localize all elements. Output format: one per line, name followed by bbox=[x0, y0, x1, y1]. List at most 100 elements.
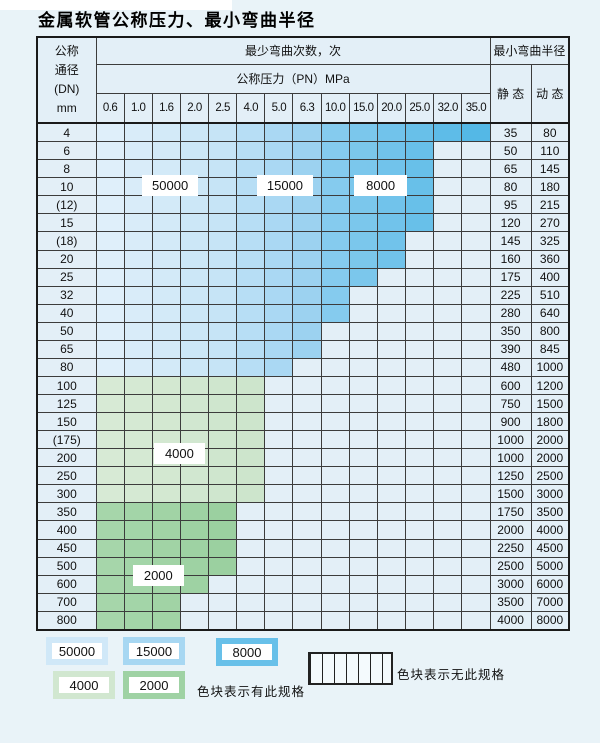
spec-cell bbox=[376, 195, 407, 215]
spec-cell bbox=[208, 484, 238, 504]
spec-cell bbox=[179, 195, 210, 215]
dn-header-line: (DN) bbox=[54, 82, 80, 96]
table-row: 20 160 360 bbox=[36, 249, 570, 269]
cycle-count-label: 15000 bbox=[256, 175, 314, 197]
header-row-1: 公称 通径 (DN) mm 最少弯曲次数，次 最小弯曲半径 bbox=[36, 36, 570, 124]
spec-cell bbox=[123, 502, 153, 522]
dynamic-cell: 5000 bbox=[530, 556, 570, 576]
spec-cell bbox=[292, 610, 322, 631]
spec-cell bbox=[208, 592, 238, 612]
spec-cell bbox=[376, 321, 407, 341]
spec-cell bbox=[208, 303, 238, 323]
spec-cell bbox=[376, 394, 407, 414]
spec-cell bbox=[405, 538, 435, 558]
spec-cell bbox=[320, 249, 350, 269]
spec-cell bbox=[433, 574, 463, 594]
dynamic-header: 动 态 bbox=[530, 63, 570, 124]
spec-cell bbox=[95, 430, 125, 450]
static-cell: 50 bbox=[489, 141, 532, 161]
spec-cell bbox=[123, 520, 153, 540]
spec-cell bbox=[405, 213, 435, 233]
dn-cell: 65 bbox=[36, 339, 97, 359]
dynamic-cell: 2500 bbox=[530, 466, 570, 486]
spec-cell bbox=[320, 321, 350, 341]
dynamic-cell: 215 bbox=[530, 195, 570, 215]
static-cell: 3000 bbox=[489, 574, 532, 594]
spec-cell bbox=[236, 231, 266, 251]
spec-cell bbox=[264, 141, 294, 161]
spec-cell bbox=[348, 249, 378, 269]
dn-cell: 100 bbox=[36, 375, 97, 396]
spec-cell bbox=[433, 159, 463, 179]
spec-cell bbox=[320, 195, 350, 215]
spec-cell bbox=[405, 357, 435, 377]
spec-cell bbox=[179, 339, 210, 359]
dn-cell: 80 bbox=[36, 357, 97, 377]
table-row: 125 750 1500 bbox=[36, 394, 570, 414]
pressure-values-row: 0.6 1.0 1.6 2.0 2.5 4.0 5.0 6.3 10.0 15.0 20.0 25.0… bbox=[37, 92, 569, 124]
static-cell: 95 bbox=[489, 195, 532, 215]
dn-cell: 20 bbox=[36, 249, 97, 269]
spec-cell bbox=[95, 159, 125, 179]
spec-cell bbox=[123, 122, 153, 143]
spec-cell bbox=[179, 574, 210, 594]
pressure-col-header: 6.3 bbox=[292, 92, 322, 124]
dynamic-cell: 4000 bbox=[530, 520, 570, 540]
spec-cell bbox=[179, 502, 210, 522]
spec-cell bbox=[264, 375, 294, 396]
spec-cell bbox=[433, 321, 463, 341]
static-cell: 2250 bbox=[489, 538, 532, 558]
spec-cell bbox=[376, 249, 407, 269]
cycle-count-label: 4000 bbox=[154, 443, 205, 465]
spec-cell bbox=[292, 502, 322, 522]
spec-cell bbox=[264, 213, 294, 233]
dn-cell: 15 bbox=[36, 213, 97, 233]
page-title: 金属软管公称压力、最小弯曲半径 bbox=[38, 11, 316, 30]
spec-cell bbox=[433, 430, 463, 450]
spec-cell bbox=[405, 556, 435, 576]
spec-cell bbox=[461, 538, 491, 558]
spec-cell bbox=[264, 430, 294, 450]
spec-cell bbox=[236, 249, 266, 269]
spec-cell bbox=[461, 339, 491, 359]
spec-cell bbox=[208, 430, 238, 450]
spec-cell bbox=[95, 267, 125, 287]
spec-cell bbox=[348, 285, 378, 305]
spec-cell bbox=[208, 610, 238, 631]
table-row: (175) 1000 2000 bbox=[36, 430, 570, 450]
spec-cell bbox=[433, 357, 463, 377]
spec-cell bbox=[320, 285, 350, 305]
spec-cell bbox=[433, 448, 463, 468]
spec-cell bbox=[433, 394, 463, 414]
dynamic-cell: 3000 bbox=[530, 484, 570, 504]
spec-cell bbox=[151, 122, 181, 143]
spec-cell bbox=[376, 520, 407, 540]
dynamic-cell: 8000 bbox=[530, 610, 570, 631]
spec-cell bbox=[123, 231, 153, 251]
table-row: 300 1500 3000 bbox=[36, 484, 570, 504]
legend-swatch-15000: 15000 bbox=[123, 637, 185, 665]
spec-cell bbox=[236, 213, 266, 233]
dynamic-cell: 270 bbox=[530, 213, 570, 233]
spec-cell bbox=[123, 249, 153, 269]
spec-cell bbox=[208, 574, 238, 594]
spec-cell bbox=[292, 357, 322, 377]
static-cell: 160 bbox=[489, 249, 532, 269]
spec-cell bbox=[95, 213, 125, 233]
spec-cell bbox=[179, 285, 210, 305]
spec-cell bbox=[348, 592, 378, 612]
dynamic-cell: 4500 bbox=[530, 538, 570, 558]
spec-cell bbox=[292, 249, 322, 269]
spec-cell bbox=[292, 195, 322, 215]
dynamic-cell: 110 bbox=[530, 141, 570, 161]
static-cell: 1000 bbox=[489, 448, 532, 468]
spec-cell bbox=[151, 520, 181, 540]
spec-cell bbox=[320, 231, 350, 251]
spec-cell bbox=[95, 502, 125, 522]
spec-cell bbox=[405, 466, 435, 486]
spec-cell bbox=[264, 556, 294, 576]
spec-cell bbox=[292, 339, 322, 359]
spec-cell bbox=[208, 538, 238, 558]
pressure-col-header: 25.0 bbox=[405, 92, 435, 124]
spec-cell bbox=[376, 430, 407, 450]
